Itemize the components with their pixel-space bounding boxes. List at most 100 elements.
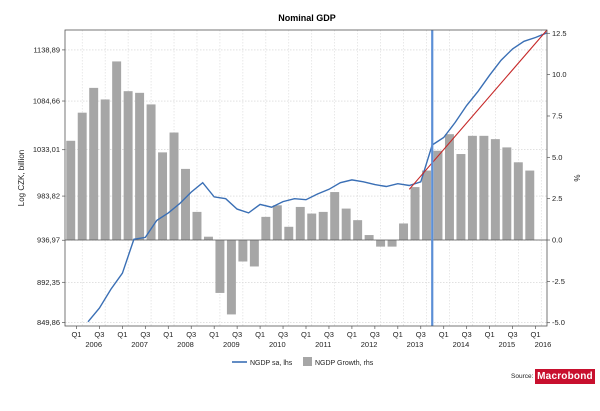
left-tick-label: 936,97: [37, 236, 60, 245]
growth-bar: [490, 139, 500, 241]
year-label: 2014: [453, 340, 470, 349]
right-tick-label: 2.5: [552, 194, 562, 203]
year-label: 2016: [535, 340, 552, 349]
chart-title: Nominal GDP: [278, 13, 336, 23]
growth-bar: [169, 132, 179, 241]
growth-bar: [203, 236, 213, 241]
right-tick-label: 5.0: [552, 153, 562, 162]
growth-bar: [479, 135, 489, 241]
x-tick-label: Q3: [278, 330, 288, 339]
year-label: 2007: [131, 340, 148, 349]
legend-label-ngdp-growth: NGDP Growth, rhs: [315, 360, 374, 367]
right-tick-label: 10.0: [552, 70, 567, 79]
growth-bar: [215, 240, 225, 293]
growth-bar: [525, 170, 535, 241]
growth-bar: [513, 162, 523, 241]
right-axis-ticks: -5.0 -2.5 0.0 2.5 5.0 7.5 10.0 12.5: [547, 29, 567, 327]
growth-bar: [467, 135, 477, 241]
x-tick-label: Q3: [186, 330, 196, 339]
year-label: 2009: [223, 340, 240, 349]
x-tick-label: Q3: [416, 330, 426, 339]
x-tick-label: Q1: [117, 330, 127, 339]
growth-bar: [444, 134, 454, 241]
x-tick-label: Q1: [71, 330, 81, 339]
left-tick-label: 1033,01: [33, 145, 60, 154]
growth-bar: [330, 192, 340, 241]
growth-bar: [364, 235, 374, 241]
x-axis-ticks: Q1 Q3 Q1 Q3 Q1 Q3 Q1 Q3 Q1 Q3 Q1 Q3 Q1 Q3 Q1 Q3 Q1 Q3 Q1 Q3…: [71, 326, 541, 339]
right-tick-label: -2.5: [552, 277, 565, 286]
growth-bar: [100, 99, 110, 241]
growth-bar: [123, 91, 133, 241]
growth-bar: [456, 154, 466, 241]
year-label: 2011: [315, 340, 331, 349]
left-tick-label: 983,82: [37, 192, 60, 201]
growth-bar: [422, 170, 431, 241]
growth-bar: [261, 216, 271, 241]
growth-bar: [502, 147, 512, 241]
right-tick-label: -5.0: [552, 318, 565, 327]
growth-bar: [284, 226, 294, 241]
year-label: 2012: [361, 340, 378, 349]
growth-bar: [387, 240, 397, 247]
year-label: 2015: [498, 340, 515, 349]
legend-bar-swatch: [303, 357, 312, 366]
year-label: 2010: [269, 340, 286, 349]
x-tick-label: Q1: [485, 330, 495, 339]
growth-bars: [66, 61, 535, 315]
growth-bar: [433, 150, 443, 241]
legend: NGDP sa, lhs NGDP Growth, rhs: [232, 357, 374, 367]
year-labels: 2006 2007 2008 2009 2010 2011 2012 2013 2014 2015…: [85, 340, 551, 349]
growth-bar: [135, 92, 145, 241]
left-axis-title: Log CZK, billion: [17, 150, 26, 206]
x-tick-label: Q3: [508, 330, 518, 339]
x-tick-label: Q1: [255, 330, 265, 339]
growth-bar: [399, 223, 409, 241]
x-tick-label: Q1: [301, 330, 311, 339]
legend-label-ngdp-sa: NGDP sa, lhs: [250, 360, 293, 367]
growth-bar: [318, 211, 328, 241]
x-tick-label: Q1: [531, 330, 541, 339]
growth-bar: [295, 206, 305, 241]
x-tick-label: Q3: [232, 330, 242, 339]
right-tick-label: 0.0: [552, 236, 562, 245]
left-axis-ticks: 849,86 892,35 936,97 983,82 1033,01 1084,66 11…: [33, 45, 65, 327]
growth-bar: [112, 61, 122, 241]
right-axis-title: %: [573, 174, 582, 181]
growth-bar: [353, 220, 363, 241]
growth-bar: [181, 168, 190, 241]
growth-bar: [89, 87, 99, 241]
source-label: Source:: [511, 373, 534, 380]
left-tick-label: 892,35: [37, 278, 60, 287]
x-tick-label: Q3: [324, 330, 334, 339]
growth-bar: [77, 112, 87, 241]
x-tick-label: Q3: [370, 330, 380, 339]
growth-bar: [249, 240, 259, 267]
left-tick-label: 1084,66: [33, 97, 60, 106]
right-tick-label: 12.5: [552, 29, 567, 38]
series-lines: [87, 29, 548, 323]
growth-bar: [66, 140, 76, 241]
x-tick-label: Q1: [439, 330, 449, 339]
growth-bar: [376, 240, 386, 247]
x-tick-label: Q3: [462, 330, 472, 339]
x-tick-label: Q1: [209, 330, 219, 339]
x-tick-label: Q1: [163, 330, 173, 339]
x-tick-label: Q3: [140, 330, 150, 339]
left-tick-label: 1138,89: [33, 45, 60, 54]
growth-bar: [341, 208, 351, 241]
x-tick-label: Q3: [94, 330, 104, 339]
year-label: 2008: [177, 340, 194, 349]
growth-bar: [158, 152, 168, 241]
growth-bar: [272, 205, 282, 241]
growth-bar: [410, 187, 420, 241]
growth-bar: [226, 240, 236, 315]
ngdp-sa-line: [87, 32, 548, 323]
right-tick-label: 7.5: [552, 111, 562, 120]
x-tick-label: Q1: [393, 330, 403, 339]
x-tick-label: Q1: [347, 330, 357, 339]
year-label: 2013: [407, 340, 424, 349]
growth-bar: [307, 213, 317, 241]
